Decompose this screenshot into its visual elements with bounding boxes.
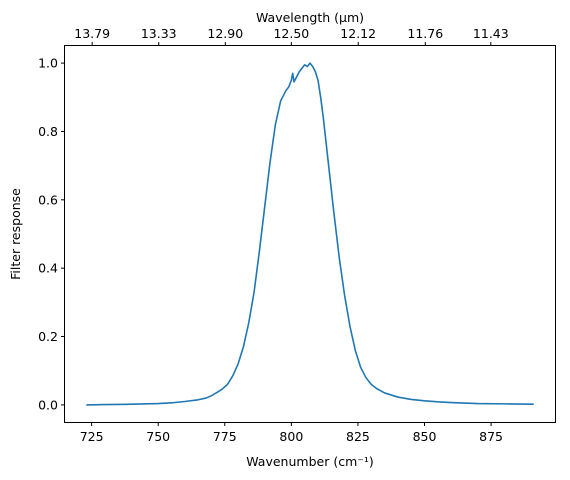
- y-axis-label: Filter response: [8, 188, 23, 280]
- top-tick-label: 13.33: [141, 26, 177, 41]
- y-tick-label: 0.4: [38, 261, 58, 276]
- top-tick-label: 11.43: [473, 26, 509, 41]
- top-tick-label: 12.12: [340, 26, 376, 41]
- x-tick-label: 850: [413, 429, 437, 444]
- y-tick-label: 0.6: [38, 192, 58, 207]
- top-tick-label: 13.79: [74, 26, 110, 41]
- top-x-axis-ticks: 13.79 13.33 12.90 12.50 12.12 11.76 11.43: [74, 26, 509, 46]
- top-tick-label: 12.90: [207, 26, 243, 41]
- top-x-axis-label: Wavelength (μm): [256, 10, 364, 25]
- y-tick-label: 0.0: [38, 397, 58, 412]
- plot-frame: [64, 45, 556, 423]
- top-tick-label: 11.76: [407, 26, 443, 41]
- y-tick-label: 1.0: [38, 56, 58, 71]
- x-tick-label: 875: [479, 429, 503, 444]
- top-tick-label: 12.50: [273, 26, 309, 41]
- x-axis-label: Wavenumber (cm⁻¹): [246, 454, 373, 469]
- y-tick-label: 0.2: [38, 329, 58, 344]
- x-tick-label: 750: [146, 429, 170, 444]
- y-axis-ticks: 0.0 0.2 0.4 0.6 0.8 1.0: [38, 56, 65, 412]
- series-line-0: [86, 62, 534, 406]
- y-tick-label: 0.8: [38, 124, 58, 139]
- x-tick-label: 725: [80, 429, 104, 444]
- plot-area: [86, 62, 534, 406]
- x-tick-label: 800: [279, 429, 303, 444]
- bottom-x-axis-ticks: 725 750 775 800 825 850 875: [80, 422, 503, 444]
- x-tick-label: 825: [346, 429, 370, 444]
- x-tick-label: 775: [213, 429, 237, 444]
